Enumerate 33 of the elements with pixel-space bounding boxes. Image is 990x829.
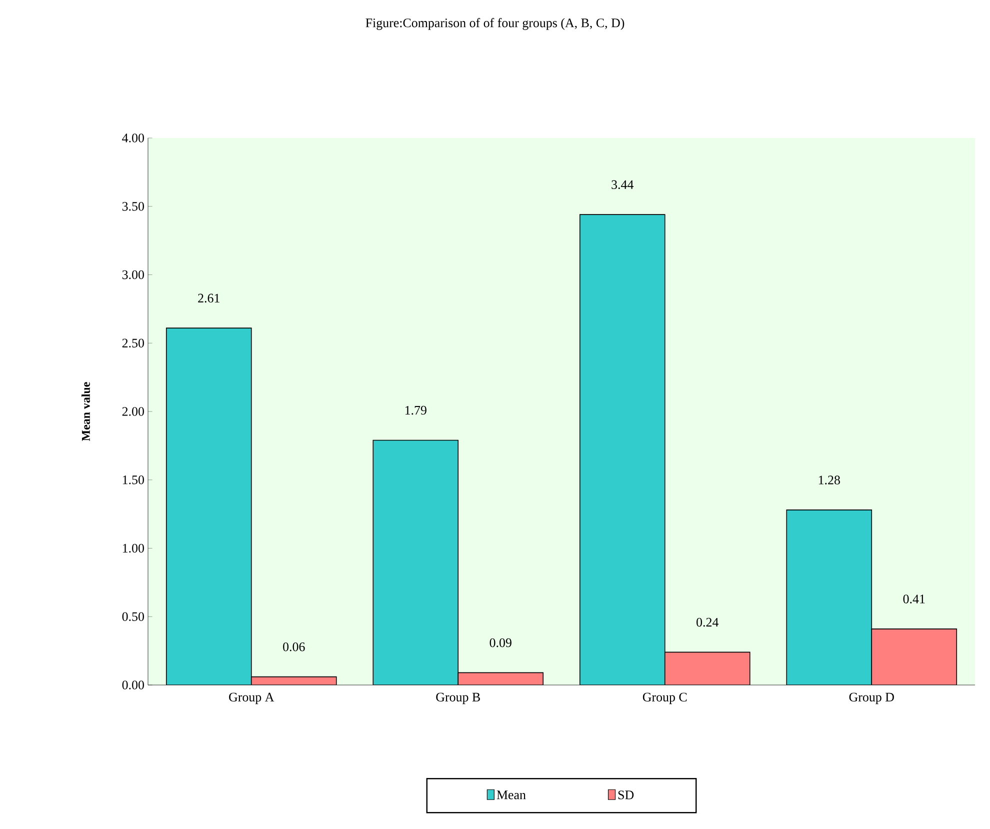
bar xyxy=(786,510,872,685)
y-tick-label: 4.00 xyxy=(122,134,144,142)
data-label: 2.61 xyxy=(198,294,220,303)
x-tick-label: Group A xyxy=(229,692,274,704)
data-label: 0.24 xyxy=(696,618,719,627)
bar xyxy=(458,672,544,685)
y-tick-label: 3.50 xyxy=(122,202,144,211)
y-tick-label: 0.50 xyxy=(122,612,144,622)
bar xyxy=(664,652,750,685)
chart-title: Figure:Comparison of of four groups (A, B, C, D) xyxy=(366,18,624,30)
y-tick-label: 3.00 xyxy=(122,270,144,280)
data-label: 0.09 xyxy=(490,638,512,648)
bar xyxy=(372,440,459,685)
data-label: 1.79 xyxy=(405,406,426,415)
legend-label: SD xyxy=(618,790,634,800)
data-label: 0.06 xyxy=(283,642,305,652)
y-tick-label: 2.50 xyxy=(122,338,144,348)
y-tick-label: 2.00 xyxy=(122,407,144,416)
data-label: 3.44 xyxy=(612,180,634,190)
data-label: 0.41 xyxy=(903,594,925,604)
y-tick-label: 1.00 xyxy=(122,544,144,553)
x-tick-label: Group C xyxy=(642,692,687,704)
bar xyxy=(871,628,958,685)
bar xyxy=(166,328,252,685)
bar xyxy=(251,676,336,685)
legend-label: Mean xyxy=(496,790,526,800)
y-tick-label: 0.00 xyxy=(122,680,144,690)
y-tick-label: 1.50 xyxy=(122,475,144,484)
x-tick-label: Group D xyxy=(849,692,894,704)
data-label: 1.28 xyxy=(818,476,840,484)
x-tick-label: Group B xyxy=(436,692,480,704)
bar xyxy=(579,214,666,685)
y-axis-title: Mean value xyxy=(82,382,90,442)
